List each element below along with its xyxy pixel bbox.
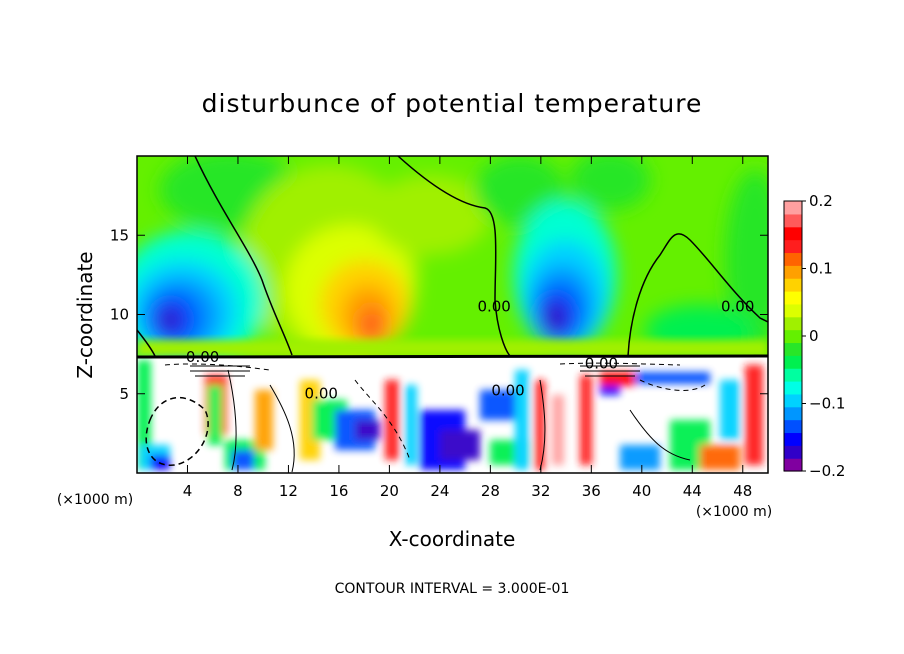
y-axis: 5 10 15 <box>110 226 768 403</box>
y-tick-label: 15 <box>110 226 129 244</box>
contour-label: 0.00 <box>305 385 338 403</box>
lower-contour-9 <box>559 362 681 366</box>
colorbar-swatch <box>784 291 802 305</box>
y-tick-label: 5 <box>119 385 129 403</box>
x-axis-label: X-coordinate <box>389 527 516 551</box>
colorbar-swatch <box>784 368 802 382</box>
zero-contour-middle <box>397 156 511 357</box>
lower-contour-1 <box>145 396 209 466</box>
x-tick-label: 4 <box>183 482 193 500</box>
colorbar-swatch <box>784 393 802 408</box>
x-tick-label: 44 <box>683 482 702 500</box>
colorbar-swatch <box>784 226 802 241</box>
colorbar-swatch <box>784 329 802 344</box>
colorbar-swatch <box>784 342 802 356</box>
x-tick-label: 32 <box>531 482 550 500</box>
zero-contour-far-left <box>137 329 156 357</box>
colorbar-swatch <box>784 278 802 292</box>
x-unit-left: (×1000 m) <box>57 492 133 508</box>
contour-interval-note: CONTOUR INTERVAL = 3.000E-01 <box>335 581 570 597</box>
colorbar-swatch <box>784 355 802 369</box>
contour-labels: 0.00 0.00 0.00 0.00 0.00 0.00 <box>186 297 754 402</box>
x-tick-label: 48 <box>733 482 752 500</box>
zero-contour-right <box>627 233 768 357</box>
colorbar-tick-label: −0.1 <box>809 395 845 413</box>
colorbar-swatch <box>784 201 802 215</box>
colorbar-tick-label: 0.2 <box>809 192 833 210</box>
lower-contour-4 <box>354 379 411 461</box>
lower-contour-5 <box>539 379 546 471</box>
x-tick-label: 40 <box>632 482 651 500</box>
colorbar-swatch <box>784 419 802 434</box>
colorbar-swatch <box>784 252 802 266</box>
x-tick-label: 12 <box>279 482 298 500</box>
x-tick-label: 36 <box>582 482 601 500</box>
colorbar-tick-label: 0.1 <box>809 260 833 278</box>
colorbar-swatch <box>784 303 802 318</box>
y-tick-label: 10 <box>110 306 129 324</box>
inversion-contour-1 <box>190 365 250 377</box>
colorbar-swatch <box>784 445 802 459</box>
chart-title: disturbunce of potential temperature <box>202 89 703 118</box>
colorbar-swatch <box>784 432 802 446</box>
colorbar: −0.2 −0.1 0 0.1 0.2 <box>783 192 845 480</box>
x-unit-right: (×1000 m) <box>696 504 772 520</box>
lower-contour-2 <box>227 369 237 471</box>
colorbar-swatch <box>784 406 802 421</box>
contour-label: 0.00 <box>186 348 219 366</box>
x-axis: 4 8 12 16 20 24 28 32 36 40 44 48 <box>183 156 752 500</box>
inversion-line <box>137 354 768 359</box>
colorbar-swatch <box>784 381 802 395</box>
colorbar-swatch <box>784 458 802 472</box>
colorbar-tick-label: −0.2 <box>809 462 845 480</box>
lower-contour-3 <box>269 384 295 473</box>
x-tick-label: 16 <box>329 482 348 500</box>
x-tick-label: 20 <box>380 482 399 500</box>
x-tick-label: 28 <box>481 482 500 500</box>
contour-label: 0.00 <box>477 297 510 315</box>
lower-contour-8 <box>164 363 271 371</box>
x-tick-label: 24 <box>430 482 449 500</box>
inversion-band <box>137 340 768 357</box>
contour-label: 0.00 <box>491 381 524 399</box>
contour-label: 0.00 <box>585 354 618 372</box>
contour-label: 0.00 <box>721 297 754 315</box>
colorbar-swatch <box>784 265 802 279</box>
colorbar-tick-label: 0 <box>809 327 819 345</box>
colorbar-swatch <box>784 316 802 331</box>
x-tick-label: 8 <box>233 482 243 500</box>
inversion-contour-2 <box>580 365 640 377</box>
colorbar-swatch <box>784 239 802 254</box>
plot-area: 0.00 0.00 0.00 0.00 0.00 0.00 <box>137 156 768 473</box>
lower-contour-7 <box>629 409 691 461</box>
y-axis-label: Z-coordinate <box>73 251 97 378</box>
colorbar-swatch <box>784 213 802 228</box>
zero-contour-left <box>194 156 293 356</box>
contour-lines <box>137 156 768 473</box>
